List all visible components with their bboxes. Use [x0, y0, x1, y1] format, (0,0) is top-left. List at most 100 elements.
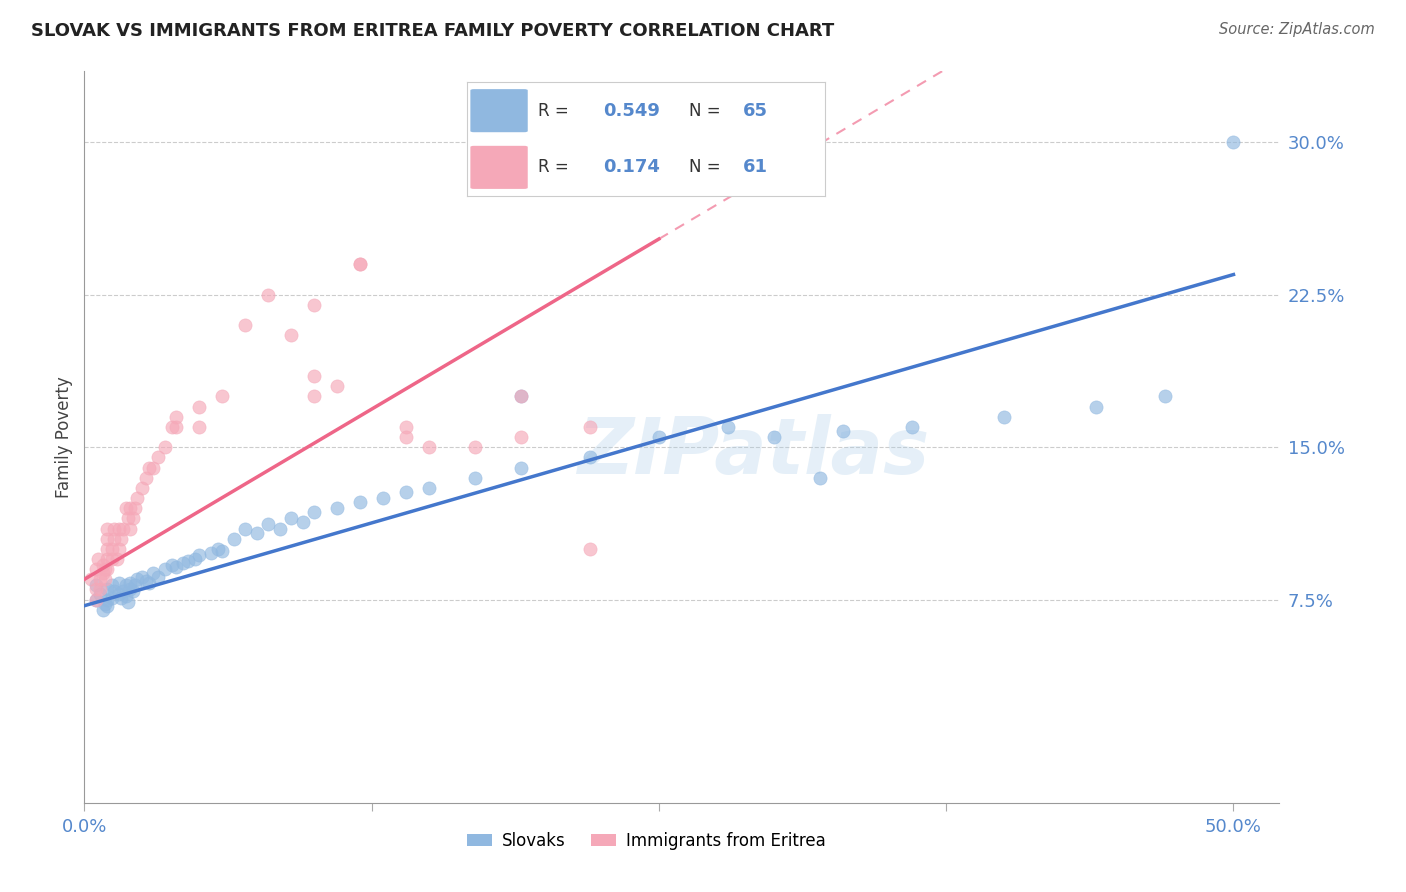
Point [257, 288, 280, 302]
Text: Source: ZipAtlas.com: Source: ZipAtlas.com [1219, 22, 1375, 37]
Point [103, 521, 125, 535]
Point [165, 409, 187, 424]
Point [200, 546, 222, 560]
Point [1153, 389, 1175, 403]
Point [395, 485, 418, 500]
Point [373, 491, 395, 505]
Point [84, 592, 107, 607]
Point [110, 591, 132, 605]
Point [124, 578, 146, 592]
Point [395, 420, 418, 434]
Point [112, 584, 135, 599]
Point [142, 566, 165, 581]
Point [302, 389, 325, 403]
Point [464, 471, 486, 485]
Point [101, 541, 124, 556]
Point [188, 420, 211, 434]
Point [94, 562, 117, 576]
Point [233, 318, 256, 333]
Point [108, 521, 131, 535]
Point [105, 552, 128, 566]
Point [84, 562, 107, 576]
Point [124, 501, 146, 516]
Point [211, 544, 233, 558]
Point [89, 586, 111, 600]
Text: SLOVAK VS IMMIGRANTS FROM ERITREA FAMILY POVERTY CORRELATION CHART: SLOVAK VS IMMIGRANTS FROM ERITREA FAMILY… [31, 22, 834, 40]
Point [349, 495, 371, 509]
Point [94, 572, 117, 586]
Point [418, 481, 440, 495]
Point [89, 582, 111, 597]
Point [89, 572, 111, 586]
Point [138, 576, 160, 591]
Point [96, 541, 118, 556]
Point [114, 501, 136, 516]
Point [246, 525, 269, 540]
Point [257, 517, 280, 532]
Point [160, 420, 183, 434]
Point [84, 578, 107, 592]
Point [762, 430, 785, 444]
Point [349, 257, 371, 271]
Point [91, 603, 114, 617]
Point [1222, 136, 1244, 150]
Point [120, 582, 142, 597]
Point [135, 471, 157, 485]
Point [165, 560, 187, 574]
Point [153, 440, 176, 454]
Text: ZIPatlas: ZIPatlas [578, 414, 929, 490]
Point [418, 440, 440, 454]
Point [831, 424, 853, 438]
Point [108, 541, 131, 556]
Point [579, 541, 602, 556]
Point [326, 379, 349, 393]
Point [120, 576, 142, 591]
Point [94, 597, 117, 611]
Point [131, 570, 153, 584]
Point [112, 521, 135, 535]
Point [121, 511, 143, 525]
Point [172, 556, 194, 570]
Point [648, 430, 671, 444]
Point [135, 574, 157, 589]
Point [84, 582, 107, 597]
Point [120, 501, 142, 516]
Point [280, 511, 302, 525]
Point [183, 552, 205, 566]
Point [96, 521, 118, 535]
Point [993, 409, 1015, 424]
Point [146, 450, 169, 465]
Point [96, 552, 118, 566]
Point [84, 592, 107, 607]
Point [87, 552, 110, 566]
Point [108, 576, 131, 591]
Point [103, 532, 125, 546]
Point [291, 516, 314, 530]
Point [326, 501, 349, 516]
Point [101, 578, 124, 592]
Point [91, 566, 114, 581]
Point [114, 589, 136, 603]
Point [117, 595, 139, 609]
Point [464, 440, 486, 454]
Point [808, 471, 831, 485]
Point [207, 541, 229, 556]
Legend: Slovaks, Immigrants from Eritrea: Slovaks, Immigrants from Eritrea [460, 825, 832, 856]
Point [91, 558, 114, 573]
Point [110, 532, 132, 546]
Point [117, 511, 139, 525]
Point [138, 460, 160, 475]
Point [96, 599, 118, 613]
Point [510, 389, 533, 403]
Point [146, 570, 169, 584]
Point [142, 460, 165, 475]
Point [510, 430, 533, 444]
Point [510, 389, 533, 403]
Point [269, 521, 291, 535]
Point [120, 521, 142, 535]
Point [510, 460, 533, 475]
Point [233, 521, 256, 535]
Point [96, 562, 118, 576]
Point [579, 450, 602, 465]
Point [188, 548, 211, 562]
